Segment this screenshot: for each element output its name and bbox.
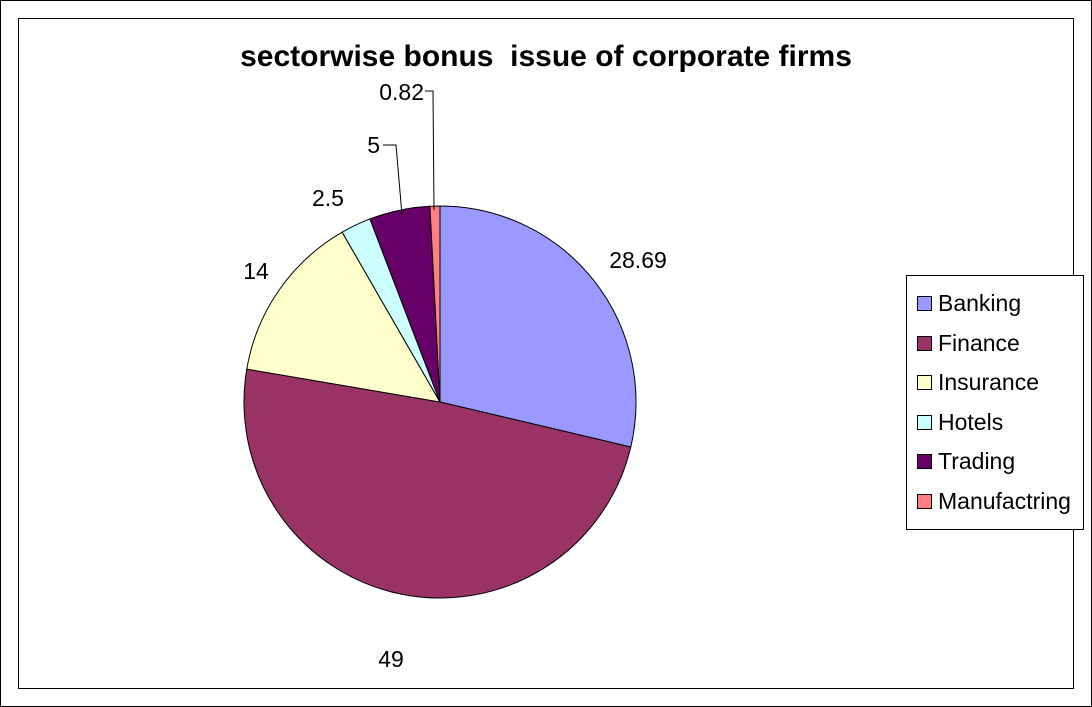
data-label-insurance: 14 [243,258,269,284]
legend-item-manufactring: Manufactring [917,482,1083,522]
legend-label: Banking [938,290,1022,317]
legend-swatch [917,335,932,351]
legend-label: Finance [938,329,1020,356]
chart-legend: Banking Finance Insurance Hotels Trading Manu… [906,275,1084,530]
legend-swatch [917,454,932,470]
legend-item-trading: Trading [917,442,1083,482]
data-label-finance: 49 [378,646,404,672]
legend-label: Trading [938,448,1016,475]
legend-label: Hotels [938,408,1004,435]
pie-slice-insurance [246,231,441,403]
legend-swatch [917,414,932,430]
data-label-banking: 28.69 [609,247,667,273]
data-label-trading: 5 [367,132,380,158]
legend-label: Manufactring [938,487,1071,514]
legend-item-insurance: Insurance [917,363,1083,403]
legend-swatch [917,493,932,509]
pie-slice-finance [243,368,632,599]
pie-slice-banking [439,205,637,448]
legend-label: Insurance [938,369,1040,396]
legend-swatch [917,296,932,312]
data-label-manufactring: 0.82 [379,79,424,105]
chart-title: sectorwise bonus issue of corporate firm… [240,40,852,73]
legend-item-hotels: Hotels [917,403,1083,443]
legend-item-banking: Banking [917,284,1083,324]
legend-swatch [917,375,932,391]
legend-item-finance: Finance [917,324,1083,364]
data-label-hotels: 2.5 [312,185,344,211]
leader-line-manufactring [425,90,435,211]
pie-slice-manufactring [429,205,441,403]
leader-line-trading [383,144,403,216]
